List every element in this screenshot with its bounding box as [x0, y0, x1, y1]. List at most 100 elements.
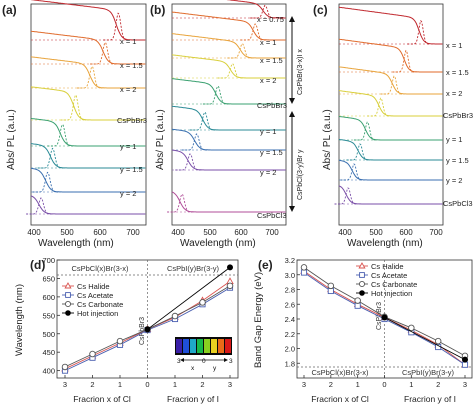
- inset-cuvette: [218, 339, 224, 353]
- panel-a-label: y = 1.5: [120, 165, 143, 174]
- inset-cuvette: [176, 339, 182, 353]
- absorption-curve: [226, 0, 286, 19]
- legend-marker: [359, 290, 365, 296]
- data-point-circle: [61, 363, 69, 371]
- data-point-filled: [227, 264, 233, 271]
- series-line: [147, 267, 231, 330]
- pl-curve: [189, 111, 216, 131]
- panel-d-inset: 3 0 3 x y: [175, 337, 233, 372]
- panel-b-frame: [171, 3, 287, 226]
- pl-curve: [202, 85, 229, 105]
- panel-b-arrowhead: [289, 98, 295, 104]
- panel-e-letter: (e): [258, 258, 273, 272]
- panel-e: (e) CsPbBr3 CsPbCl(x)Br(3-x) CsPbI(y)Br(…: [253, 256, 473, 404]
- panel-d: (d) CsPbCl(x)Br(3-x) CsPbI(y)Br(3-y) CsP…: [14, 256, 239, 404]
- legend-marker: [358, 280, 366, 288]
- panel-a-label: x = 2: [120, 85, 136, 94]
- absorption-curve: [338, 6, 443, 45]
- pl-curve: [334, 187, 358, 205]
- data-point-circle: [300, 264, 308, 271]
- panel-b-arrowhead: [289, 206, 295, 212]
- legend-label: Cs Halide: [77, 282, 110, 291]
- pl-curve: [181, 133, 208, 151]
- panel-c: (c) Abs/ PL (a.u.) Wavelength (nm) 400 5…: [313, 3, 473, 249]
- panel-b-ylabel: Abs/ PL (a.u.): [155, 109, 166, 170]
- panel-b-xtick: 500: [203, 228, 217, 237]
- inset-cuvette: [204, 339, 210, 353]
- panel-b-bracket-top-label: CsPbBr(3-x)I x: [297, 49, 304, 95]
- legend-label: Hot injection: [77, 309, 118, 318]
- pl-curve: [47, 123, 74, 147]
- panel-a-spectra: [26, 0, 146, 215]
- data-point-filled: [462, 356, 468, 363]
- data-point-filled: [144, 326, 151, 333]
- panel-b-label: y = 1: [260, 127, 276, 136]
- pl-curve: [392, 49, 416, 73]
- y-tick-label: 550: [42, 311, 55, 320]
- absorption-curve: [338, 185, 443, 205]
- data-point-circle: [199, 299, 206, 306]
- panel-a-label: y = 1: [120, 142, 136, 151]
- y-tick-label: 650: [42, 274, 55, 283]
- x-tick-label: 3: [63, 380, 67, 389]
- data-point-circle: [171, 312, 179, 320]
- pl-curve: [250, 4, 276, 19]
- panel-b-xtick: 400: [171, 228, 185, 237]
- data-point-circle: [226, 282, 234, 290]
- panel-a-label: x = 1: [120, 37, 136, 46]
- panel-b: (b) Abs/ PL (a.u.) Wavelength (nm) 400 5…: [150, 0, 304, 249]
- panel-a: (a) Abs/ PL (a.u.) Wavelength (nm) 400 5…: [2, 0, 147, 249]
- pl-curve: [103, 12, 129, 41]
- inset-cuvettes: [175, 337, 232, 355]
- x-tick-label: 2: [200, 380, 204, 389]
- absorption-curve: [338, 38, 443, 73]
- panel-c-label: x = 1.5: [446, 68, 469, 77]
- data-point-square: [354, 302, 361, 309]
- legend-label: Cs Acetate: [77, 291, 113, 300]
- panel-a-frame: [30, 3, 147, 226]
- y-tick-label: 600: [42, 293, 55, 302]
- y-tick-label: 2.0: [285, 345, 295, 354]
- y-tick-label: 3.2: [285, 256, 295, 265]
- y-tick-label: 2.8: [285, 286, 295, 295]
- panel-a-ylabel: Abs/ PL (a.u.): [6, 109, 17, 170]
- pl-curve: [60, 94, 87, 121]
- panel-e-top-label: CsPbBr3: [376, 302, 383, 330]
- panel-b-xlabel: Wavelength (nm): [180, 238, 256, 249]
- data-point-square: [461, 361, 469, 368]
- absorption-curve: [171, 33, 286, 59]
- pl-curve: [37, 147, 64, 169]
- panel-a-label: CsPbBr3: [117, 116, 147, 125]
- panel-a-xtick: 500: [60, 228, 74, 237]
- panel-b-label: y = 1.5: [260, 148, 283, 157]
- y-tick-label: 700: [42, 256, 55, 265]
- y-tick-label: 3.0: [285, 271, 295, 280]
- panel-b-spectra: [167, 0, 286, 213]
- pl-curve: [77, 65, 103, 89]
- panel-a-xtick: 400: [27, 228, 41, 237]
- panel-c-label: x = 2: [446, 89, 462, 98]
- y-tick-label: 400: [42, 367, 55, 376]
- legend-label: Hot injection: [371, 289, 412, 298]
- panel-b-bracket-bottom-label: CsPbCl(3-y)Br y: [297, 149, 304, 200]
- panel-b-xtick: 700: [265, 228, 279, 237]
- legend-marker: [359, 272, 365, 278]
- panel-a-xtick: 600: [93, 228, 107, 237]
- x-tick-label: 1: [173, 380, 177, 389]
- inset-arrow-mid: 0: [202, 358, 206, 365]
- panel-b-arrowhead: [289, 16, 295, 22]
- panel-a-label: y = 2: [120, 189, 136, 198]
- panel-c-xtick: 500: [369, 228, 383, 237]
- pl-curve: [90, 41, 116, 65]
- inset-x-label: x: [191, 365, 195, 372]
- panel-d-center-label: CsPbBr3: [139, 317, 146, 345]
- inset-cuvette: [183, 339, 189, 353]
- y-tick-label: 450: [42, 348, 55, 357]
- absorption-curve: [171, 11, 286, 41]
- x-tick-label: 1: [118, 380, 122, 389]
- legend-label: Cs Acetate: [371, 271, 407, 280]
- x-tick-label: 2: [90, 380, 94, 389]
- series-line: [384, 317, 466, 360]
- panel-a-label: x = 1.5: [120, 61, 143, 70]
